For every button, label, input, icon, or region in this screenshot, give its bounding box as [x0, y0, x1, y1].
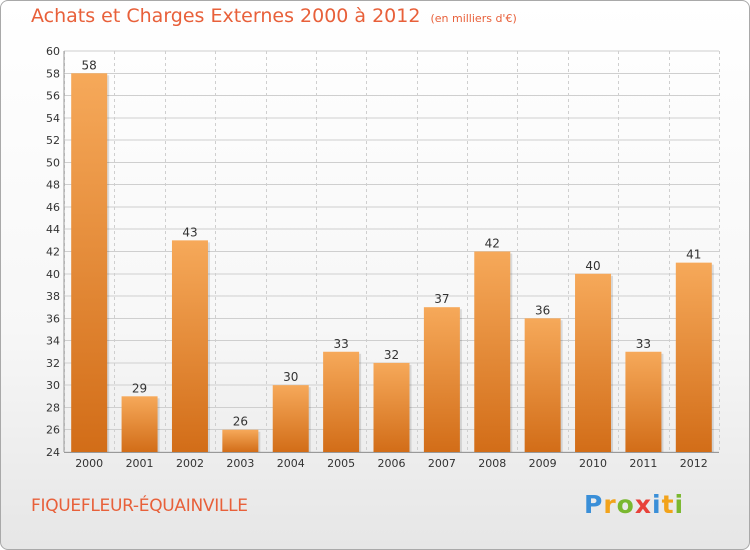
bar-2010[interactable]	[575, 273, 612, 452]
logo-letter: r	[603, 490, 617, 519]
logo-letter: i	[674, 490, 685, 519]
x-tick-label: 2008	[478, 457, 506, 470]
logo-letter: o	[616, 490, 635, 519]
value-label: 43	[182, 225, 197, 239]
value-label: 36	[535, 303, 550, 317]
y-tick-label: 36	[46, 312, 60, 325]
y-tick-label: 44	[46, 223, 60, 236]
x-tick-label: 2000	[75, 457, 103, 470]
x-tick-label: 2007	[428, 457, 456, 470]
value-label: 40	[585, 259, 600, 273]
value-label: 26	[233, 415, 248, 429]
x-tick-label: 2010	[579, 457, 607, 470]
x-tick-label: 2009	[529, 457, 557, 470]
value-label: 37	[434, 292, 449, 306]
y-tick-label: 40	[46, 268, 60, 281]
proxiti-logo[interactable]: Proxiti	[584, 490, 684, 519]
bar-2001[interactable]	[121, 396, 158, 452]
commune-name: FIQUEFLEUR-ÉQUAINVILLE	[31, 496, 248, 516]
value-label: 33	[636, 337, 651, 351]
y-tick-label: 26	[46, 424, 60, 437]
x-tick-label: 2011	[629, 457, 657, 470]
logo-letter: i	[652, 490, 662, 519]
title-text: Achats et Charges Externes 2000 à 2012	[31, 5, 421, 27]
y-tick-label: 24	[46, 446, 60, 459]
bar-2008[interactable]	[474, 251, 511, 453]
x-tick-label: 2005	[327, 457, 355, 470]
x-tick-label: 2002	[176, 457, 204, 470]
bar-2009[interactable]	[524, 318, 561, 452]
bar-2005[interactable]	[323, 351, 360, 452]
x-tick-label: 2001	[126, 457, 154, 470]
value-label: 42	[485, 237, 500, 251]
x-tick-label: 2012	[680, 457, 708, 470]
value-label: 32	[384, 348, 399, 362]
bar-2000[interactable]	[71, 73, 108, 453]
logo-letter: P	[584, 490, 604, 519]
y-tick-label: 56	[46, 90, 60, 103]
bar-2012[interactable]	[675, 262, 712, 452]
value-label: 41	[686, 248, 701, 262]
value-label: 30	[283, 370, 298, 384]
y-tick-label: 38	[46, 290, 60, 303]
y-tick-label: 34	[46, 335, 60, 348]
bar-2006[interactable]	[373, 362, 410, 452]
value-label: 29	[132, 381, 147, 395]
y-tick-label: 50	[46, 156, 60, 169]
bar-2011[interactable]	[625, 351, 662, 452]
x-tick-label: 2004	[277, 457, 305, 470]
y-tick-label: 60	[46, 45, 60, 58]
chart-title: Achats et Charges Externes 2000 à 2012 (e…	[31, 5, 517, 27]
y-tick-label: 58	[46, 67, 60, 80]
bar-2004[interactable]	[272, 385, 309, 452]
bar-2003[interactable]	[222, 429, 259, 452]
y-tick-label: 42	[46, 246, 60, 259]
subtitle-text: (en milliers d'€)	[430, 12, 517, 25]
y-tick-label: 28	[46, 401, 60, 414]
bar-2002[interactable]	[171, 240, 208, 452]
logo-letter: x	[634, 490, 652, 519]
y-tick-label: 32	[46, 357, 60, 370]
y-tick-label: 46	[46, 201, 60, 214]
y-tick-label: 52	[46, 134, 60, 147]
value-label: 33	[333, 337, 348, 351]
y-tick-label: 30	[46, 379, 60, 392]
value-label: 58	[82, 58, 97, 72]
bar-2007[interactable]	[423, 307, 460, 452]
y-tick-label: 48	[46, 179, 60, 192]
x-tick-label: 2006	[378, 457, 406, 470]
y-tick-label: 54	[46, 112, 60, 125]
x-tick-label: 2003	[226, 457, 254, 470]
logo-letter: t	[661, 490, 675, 519]
